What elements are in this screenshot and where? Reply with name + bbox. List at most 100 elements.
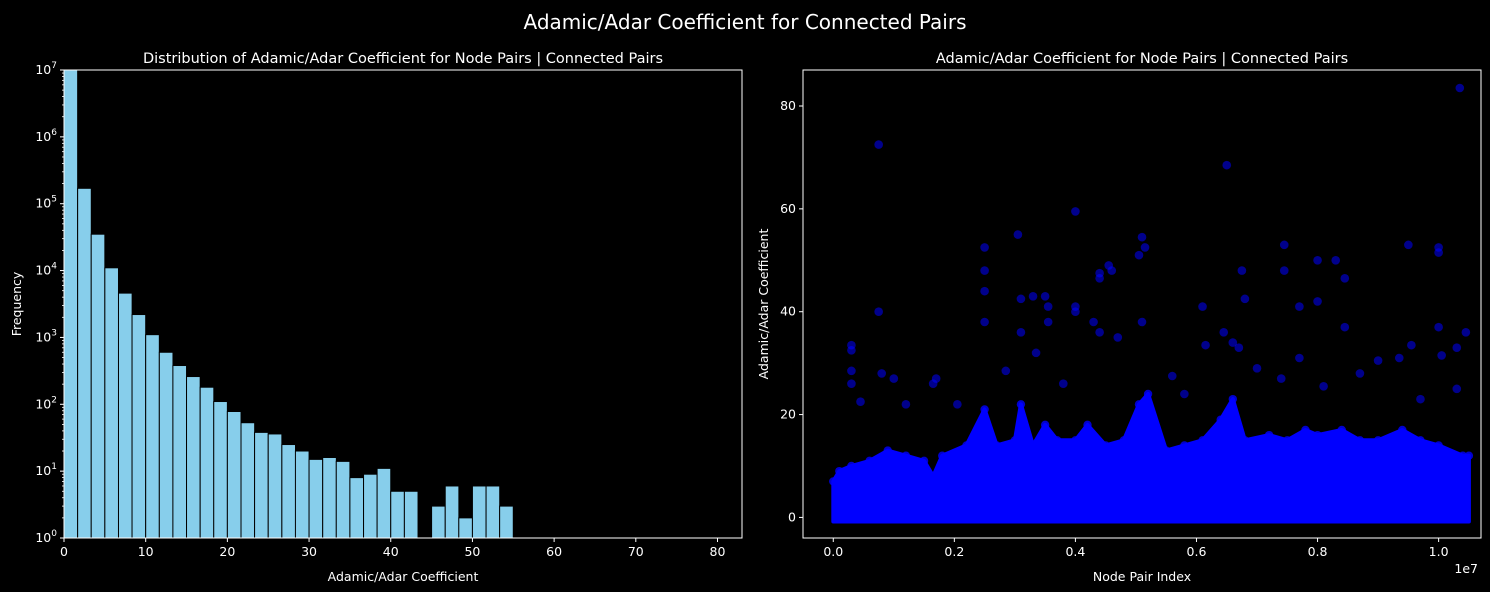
scatter-point <box>1458 451 1468 460</box>
histogram-bar <box>267 433 283 539</box>
scatter-point <box>1340 322 1350 332</box>
scatter-point <box>835 466 844 476</box>
scatter-point <box>1313 255 1322 265</box>
scatter-point <box>1089 317 1098 327</box>
scatter-point <box>1198 436 1207 445</box>
scatter-point <box>1180 389 1189 399</box>
histogram-x-axis-label: Adamic/Adar Coefficient <box>328 569 479 584</box>
scatter-point <box>1071 436 1080 445</box>
histogram-bar <box>294 450 310 539</box>
histogram-bar <box>281 444 297 539</box>
scatter-point <box>1240 294 1250 304</box>
histogram-x-tick-label: 10 <box>138 544 154 559</box>
scatter-point <box>1301 425 1310 435</box>
histogram-bar <box>104 267 119 539</box>
histogram-bar <box>254 431 269 539</box>
scatter-point <box>1071 207 1080 216</box>
histogram-bars <box>63 69 514 539</box>
histogram-bar <box>458 517 473 539</box>
scatter-point <box>1313 430 1322 440</box>
scatter-point <box>1013 230 1023 239</box>
histogram-x-tick-label: 30 <box>301 544 317 559</box>
scatter-point <box>1240 436 1250 445</box>
scatter-point <box>847 366 856 376</box>
scatter-point <box>1276 374 1286 383</box>
histogram-x-tick-label: 40 <box>383 544 399 559</box>
scatter-point <box>1134 250 1144 260</box>
scatter-point <box>1059 379 1068 389</box>
scatter-point <box>1455 83 1465 93</box>
scatter-point <box>1398 425 1407 435</box>
histogram-bar <box>485 485 501 539</box>
histogram-bar <box>213 401 228 539</box>
scatter-x-offset-label: 1e7 <box>1454 561 1478 576</box>
scatter-point <box>1416 436 1425 445</box>
scatter-point <box>992 441 1001 450</box>
histogram-y-tick-label: 103 <box>35 328 57 344</box>
scatter-point <box>829 477 838 486</box>
scatter-point <box>1264 430 1274 440</box>
scatter-plot-frame <box>802 69 1482 539</box>
scatter-point <box>1028 291 1038 301</box>
scatter-point <box>1234 343 1244 353</box>
scatter-point <box>1464 451 1474 460</box>
histogram-title: Distribution of Adamic/Adar Coefficient … <box>143 51 663 67</box>
scatter-point <box>1437 351 1446 360</box>
scatter-point <box>883 446 892 455</box>
scatter-point <box>1053 436 1062 445</box>
histogram-bar <box>145 334 160 539</box>
scatter-y-tick-label: 60 <box>780 201 796 216</box>
scatter-point <box>1001 366 1011 376</box>
histogram-y-tick-label: 104 <box>35 262 57 278</box>
scatter-point <box>1394 353 1404 363</box>
scatter-point <box>1452 343 1462 353</box>
scatter-point <box>1452 384 1462 394</box>
scatter-point <box>1137 317 1147 327</box>
histogram-y-tick-label: 105 <box>35 195 57 211</box>
scatter-point <box>1180 441 1189 450</box>
histogram-bar <box>403 490 419 539</box>
histogram-y-tick-label: 102 <box>35 395 57 411</box>
scatter-y-tick-label: 20 <box>780 407 796 422</box>
scatter-point <box>1167 371 1177 381</box>
scatter-x-tick-label: 1.0 <box>1429 544 1449 559</box>
scatter-x-axis-label: Node Pair Index <box>1093 569 1191 584</box>
scatter-point <box>1201 340 1210 350</box>
scatter-x-tick-label: 0.8 <box>1308 544 1328 559</box>
scatter-point <box>1219 327 1229 337</box>
scatter-point <box>1373 356 1383 365</box>
scatter-panel: 0.0 0.2 0.4 0.6 0.8 1.0 0 20 40 60 80 Adamic/Adar… <box>756 51 1482 584</box>
scatter-point <box>847 461 856 471</box>
scatter-point <box>980 405 989 414</box>
scatter-point <box>1095 327 1104 337</box>
scatter-point <box>1279 266 1289 275</box>
scatter-point <box>1283 436 1292 445</box>
scatter-point <box>928 379 938 389</box>
scatter-point <box>901 399 911 409</box>
scatter-point <box>877 369 886 378</box>
histogram-panel: 0 10 20 30 40 50 60 70 80 1001011021031041051061… <box>9 51 743 584</box>
scatter-point <box>1434 441 1443 450</box>
scatter-point <box>1222 160 1232 170</box>
scatter-point <box>1043 302 1053 311</box>
scatter-point <box>1040 420 1050 430</box>
histogram-bar <box>158 351 174 539</box>
scatter-point <box>1461 327 1471 337</box>
scatter-y-tick-label: 80 <box>780 98 796 113</box>
scatter-point <box>874 140 883 149</box>
scatter-point <box>1137 232 1147 242</box>
histogram-bar <box>77 187 92 539</box>
scatter-point <box>1237 266 1247 275</box>
scatter-point <box>865 456 874 466</box>
histogram-bar <box>471 485 487 539</box>
scatter-point <box>1043 317 1053 327</box>
histogram-x-tick-label: 50 <box>464 544 480 559</box>
histogram-bar <box>90 233 106 539</box>
scatter-title: Adamic/Adar Coefficient for Node Pairs |… <box>936 51 1348 67</box>
histogram-bar <box>322 456 337 539</box>
histogram-x-tick-label: 20 <box>219 544 235 559</box>
histogram-bar <box>63 69 79 539</box>
scatter-x-tick-label: 0.6 <box>1187 544 1207 559</box>
histogram-y-tick-label: 100 <box>35 529 57 545</box>
